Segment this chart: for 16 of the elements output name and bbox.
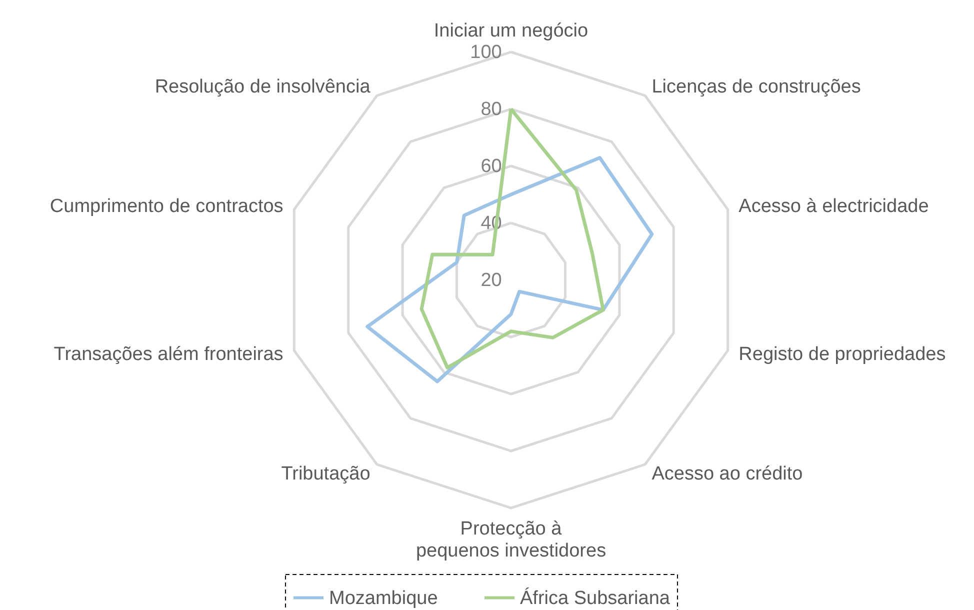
- spoke-label: Cumprimento de contractos: [50, 196, 284, 218]
- spoke-label: Resolução de insolvência: [154, 76, 371, 98]
- y-tick-label: 60: [480, 156, 502, 177]
- y-tick-label: 100: [470, 42, 502, 63]
- legend-label: Mozambique: [329, 588, 438, 609]
- spoke-label: Registo de propriedades: [738, 344, 946, 365]
- spoke-label: Protecção à pequenos investidores: [416, 518, 606, 562]
- spoke-label: Licenças de construções: [652, 76, 861, 98]
- spoke-label: Acesso ao crédito: [652, 464, 803, 485]
- spoke-label: Acesso à electricidade: [738, 196, 929, 218]
- y-tick-label: 20: [480, 270, 502, 291]
- spoke-label: Transações além fronteiras: [54, 344, 284, 365]
- spoke-label: Iniciar um negócio: [434, 20, 588, 42]
- spoke-label: Tributação: [281, 464, 370, 485]
- legend-label: África Subsariana: [520, 586, 670, 609]
- y-tick-label: 80: [480, 99, 502, 120]
